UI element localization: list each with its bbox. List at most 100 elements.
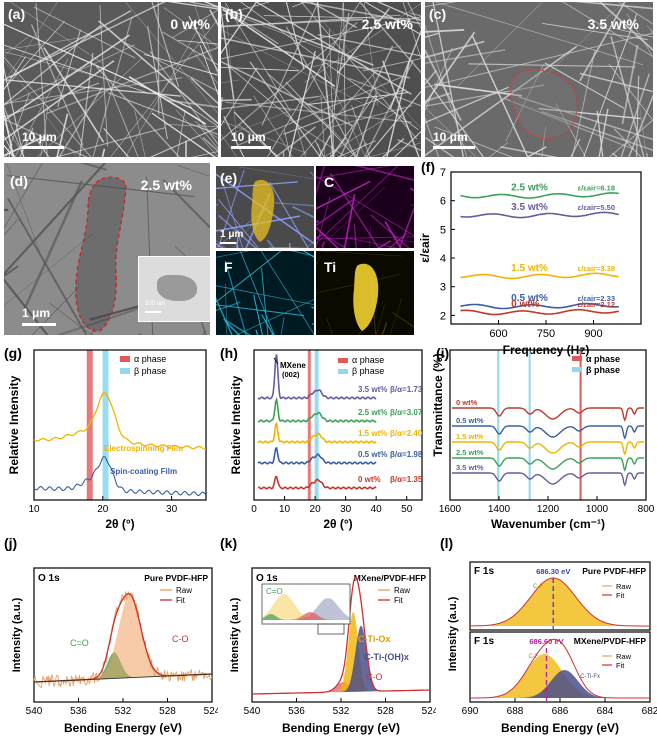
fiber [190,77,218,105]
fiber [370,214,410,248]
series-name: 0.5 wt% [456,416,484,425]
y-tick-label: 6 [440,196,446,208]
x-tick-label: 40 [371,504,383,515]
fiber [4,163,107,276]
fiber [134,110,146,157]
fiber [235,299,314,335]
fiber [299,2,421,25]
fiber [255,329,259,335]
fiber [221,95,320,110]
fiber [216,297,233,335]
scale-bar-text: 10 μm [231,130,266,144]
fiber [261,314,275,335]
x-tick-label: 536 [70,706,87,717]
fiber [329,172,380,248]
y-axis-label: ε/εair [418,233,432,263]
inset-zoom-box [317,623,345,635]
fiber [434,126,513,157]
x-tick-label: 750 [537,328,555,340]
series-name: 1.5 wt% [358,429,387,438]
series-line [452,472,644,487]
fiber [425,2,457,8]
fiber [280,317,285,335]
fiber [4,109,15,157]
axis-frame [253,349,423,501]
series-line [33,391,206,450]
fiber [30,24,84,146]
panel-label: (j) [4,535,17,551]
x-tick-label: 690 [462,706,479,717]
legend-label: α phase [134,354,166,364]
fiber [613,128,642,157]
fiber [500,146,559,157]
fiber [544,62,625,109]
series-line [452,407,644,422]
fiber [4,135,16,157]
fiber [419,2,421,3]
series-line [460,302,619,310]
eds-overlay-image: (e) 1 μm [216,166,314,248]
x-axis-label: Bending Energy (eV) [501,721,619,735]
fiber [596,110,604,157]
fiber [6,164,41,253]
legend-swatch-alpha [338,358,348,363]
legend-label: α phase [352,355,384,365]
sem-image-c: (c) 3.5 wt% 10 μm [425,2,653,157]
x-tick-label: 688 [507,706,524,717]
annotation-mxene: MXene [280,361,306,370]
fiber [35,3,48,157]
fiber [253,95,293,157]
axis-frame [33,349,207,501]
fiber [333,12,350,110]
series-name: 1.5 wt% [511,263,548,274]
fiber [330,2,344,157]
legend-label: Raw [616,582,632,591]
fiber [40,105,49,157]
series-name: 1.5 wt% [456,432,484,441]
series-name: 3.5 wt% [511,202,548,213]
inset-label: C=O [266,587,283,596]
series-name: Spin-coating Film [110,467,177,476]
legend-label: Raw [176,586,192,595]
fiber [55,306,144,335]
fiber [398,206,414,248]
fiber [376,304,386,335]
scale-bar-text: 10 μm [433,130,468,144]
x-tick-label: 684 [597,706,614,717]
fiber [4,51,94,76]
fiber [320,116,359,157]
legend-label: β phase [134,366,166,376]
fiber [217,169,245,248]
x-tick-label: 540 [244,706,261,717]
fiber [545,2,625,76]
eds-overlay-texture [216,166,314,248]
fiber [221,67,258,127]
fiber [309,2,358,29]
fiber [285,2,305,70]
x-tick-label: 10 [279,504,291,515]
fiber [263,15,421,20]
fiber [261,2,319,126]
fiber [225,284,228,335]
fiber [425,49,506,64]
fiber [302,251,314,258]
fiber [425,86,509,124]
x-tick-label: 50 [401,504,413,515]
fiber [4,59,78,157]
series-ratio: β/α=3.07 [390,408,423,417]
fiber [221,6,374,66]
x-axis-label: 2θ (°) [323,517,352,531]
fiber [323,107,404,157]
x-tick-label: 1600 [439,504,462,515]
fiber [240,251,275,335]
legend-label: β phase [352,366,384,376]
series-annotation: ε/εair=6.18 [578,184,615,193]
panel-label: (k) [220,535,237,551]
fiber [221,2,258,55]
fiber [14,58,69,157]
x-tick-label: 532 [115,706,132,717]
fiber [354,166,414,181]
fiber [579,72,653,93]
chart-subtitle: Pure PVDF-HFP [582,566,646,576]
fiber [393,239,414,243]
